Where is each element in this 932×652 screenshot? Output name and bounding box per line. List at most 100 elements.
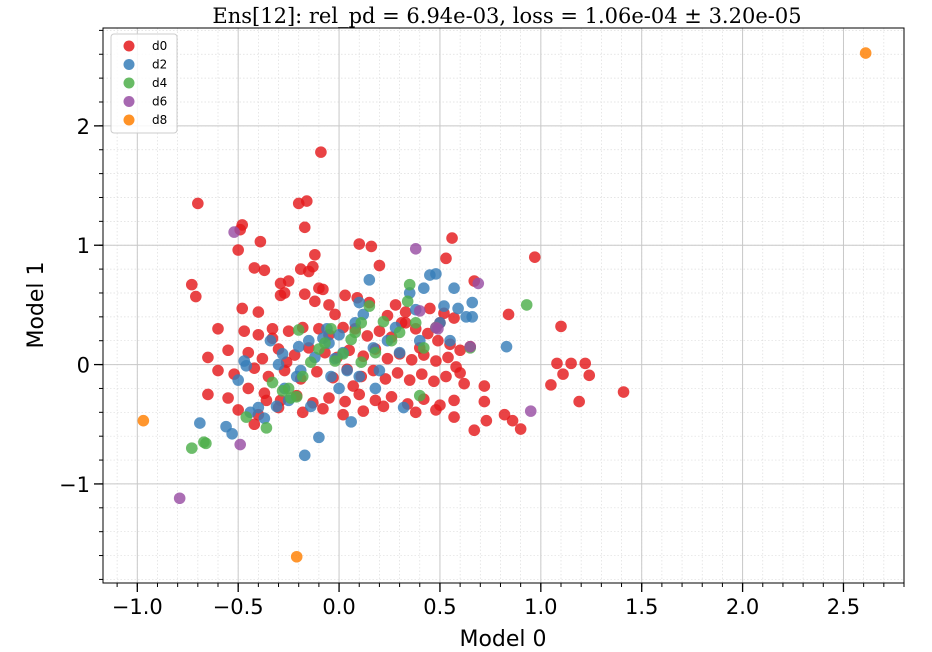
data-point-d4 [393, 326, 406, 339]
y-tick-label: 1 [77, 234, 90, 258]
data-point-d2 [500, 340, 513, 353]
data-point-d2 [264, 334, 277, 347]
data-point-d0 [446, 232, 458, 244]
data-point-d0 [190, 290, 202, 303]
data-point-d0 [373, 325, 386, 337]
data-point-d0 [357, 405, 370, 417]
data-point-d0 [583, 369, 596, 382]
legend-label-d2: d2 [152, 58, 167, 72]
data-point-d0 [478, 380, 491, 392]
data-point-d0 [403, 374, 416, 386]
data-point-d2 [313, 431, 325, 444]
data-point-d2 [333, 382, 345, 395]
chart-title: Ens[12]: rel_pd = 6.94e-03, loss = 1.06e… [212, 4, 801, 28]
data-point-d0 [202, 388, 214, 401]
data-point-d2 [232, 374, 244, 386]
data-point-d0 [185, 278, 198, 291]
data-point-d4 [413, 389, 426, 402]
legend-marker-d2 [123, 59, 135, 70]
plot-frame [102, 27, 905, 584]
data-point-d0 [232, 404, 244, 416]
data-point-d2 [418, 282, 430, 294]
data-point-d2 [448, 282, 460, 294]
data-point-d2 [226, 428, 238, 440]
data-point-d0 [454, 367, 466, 379]
data-point-d0 [192, 197, 204, 210]
data-point-d4 [355, 356, 368, 368]
data-point-d2 [298, 449, 311, 462]
data-point-d0 [448, 411, 460, 423]
x-tick-label: −0.5 [213, 595, 264, 619]
data-point-d0 [307, 260, 319, 273]
data-point-d4 [337, 348, 349, 360]
data-point-d0 [347, 380, 359, 392]
data-point-d2 [353, 370, 366, 383]
data-point-d0 [222, 392, 234, 404]
data-point-d6 [472, 277, 485, 290]
data-point-d0 [278, 287, 291, 299]
x-tick-label: 1.0 [524, 595, 557, 619]
data-point-d0 [202, 351, 214, 364]
x-tick-label: 0.5 [423, 595, 456, 619]
data-point-d4 [325, 322, 337, 335]
legend-label-d4: d4 [152, 76, 167, 90]
data-point-d0 [252, 328, 265, 341]
data-point-d0 [337, 408, 349, 421]
data-point-d0 [266, 322, 279, 335]
data-point-d0 [468, 424, 481, 437]
data-point-d0 [317, 283, 329, 296]
data-point-d4 [418, 342, 430, 354]
data-point-d2 [466, 296, 479, 309]
data-point-d0 [385, 391, 398, 403]
data-point-d2 [258, 412, 271, 425]
data-point-d4 [266, 376, 279, 389]
data-point-d0 [256, 352, 269, 365]
data-point-d0 [315, 146, 327, 158]
data-point-d0 [248, 418, 261, 431]
major-grid [103, 28, 904, 583]
data-point-d0 [311, 365, 323, 378]
data-point-d4 [355, 317, 368, 329]
data-point-d2 [341, 364, 353, 377]
data-point-d4 [363, 300, 376, 312]
data-point-d2 [325, 370, 337, 383]
series-d8 [137, 47, 872, 563]
data-point-d0 [369, 394, 382, 407]
y-tick-label: 0 [77, 354, 90, 378]
data-point-d0 [353, 388, 366, 401]
data-point-d0 [232, 244, 244, 256]
data-point-d2 [452, 302, 464, 315]
data-point-d8 [137, 414, 150, 427]
data-point-d0 [309, 295, 321, 308]
data-point-d0 [365, 240, 378, 253]
data-point-d0 [309, 248, 321, 261]
data-point-d0 [551, 357, 563, 370]
data-point-d0 [480, 414, 493, 427]
data-point-d0 [440, 370, 452, 383]
data-point-d0 [391, 367, 404, 379]
legend-box [110, 33, 178, 134]
data-point-d0 [296, 406, 309, 419]
data-point-d4 [409, 317, 422, 329]
data-point-d0 [212, 322, 224, 335]
data-point-d4 [296, 370, 309, 383]
data-point-d2 [363, 274, 376, 286]
data-point-d6 [228, 226, 240, 238]
x-tick-label: −1.0 [112, 595, 163, 619]
data-point-d0 [254, 235, 267, 248]
legend-marker-d0 [123, 40, 135, 52]
y-tick-labels: −1 0 1 2 [59, 115, 90, 497]
data-point-d6 [432, 322, 444, 335]
data-point-d4 [377, 315, 390, 328]
data-point-d4 [305, 356, 317, 368]
legend: d0 d2 d4 d6 d8 [110, 33, 178, 134]
data-point-d2 [345, 416, 357, 428]
data-point-d0 [236, 302, 249, 315]
data-point-d4 [401, 295, 414, 308]
data-point-d2 [305, 400, 317, 413]
data-point-d0 [555, 320, 567, 333]
data-point-d8 [290, 550, 303, 563]
data-point-d0 [424, 302, 436, 315]
data-point-d0 [252, 306, 265, 318]
